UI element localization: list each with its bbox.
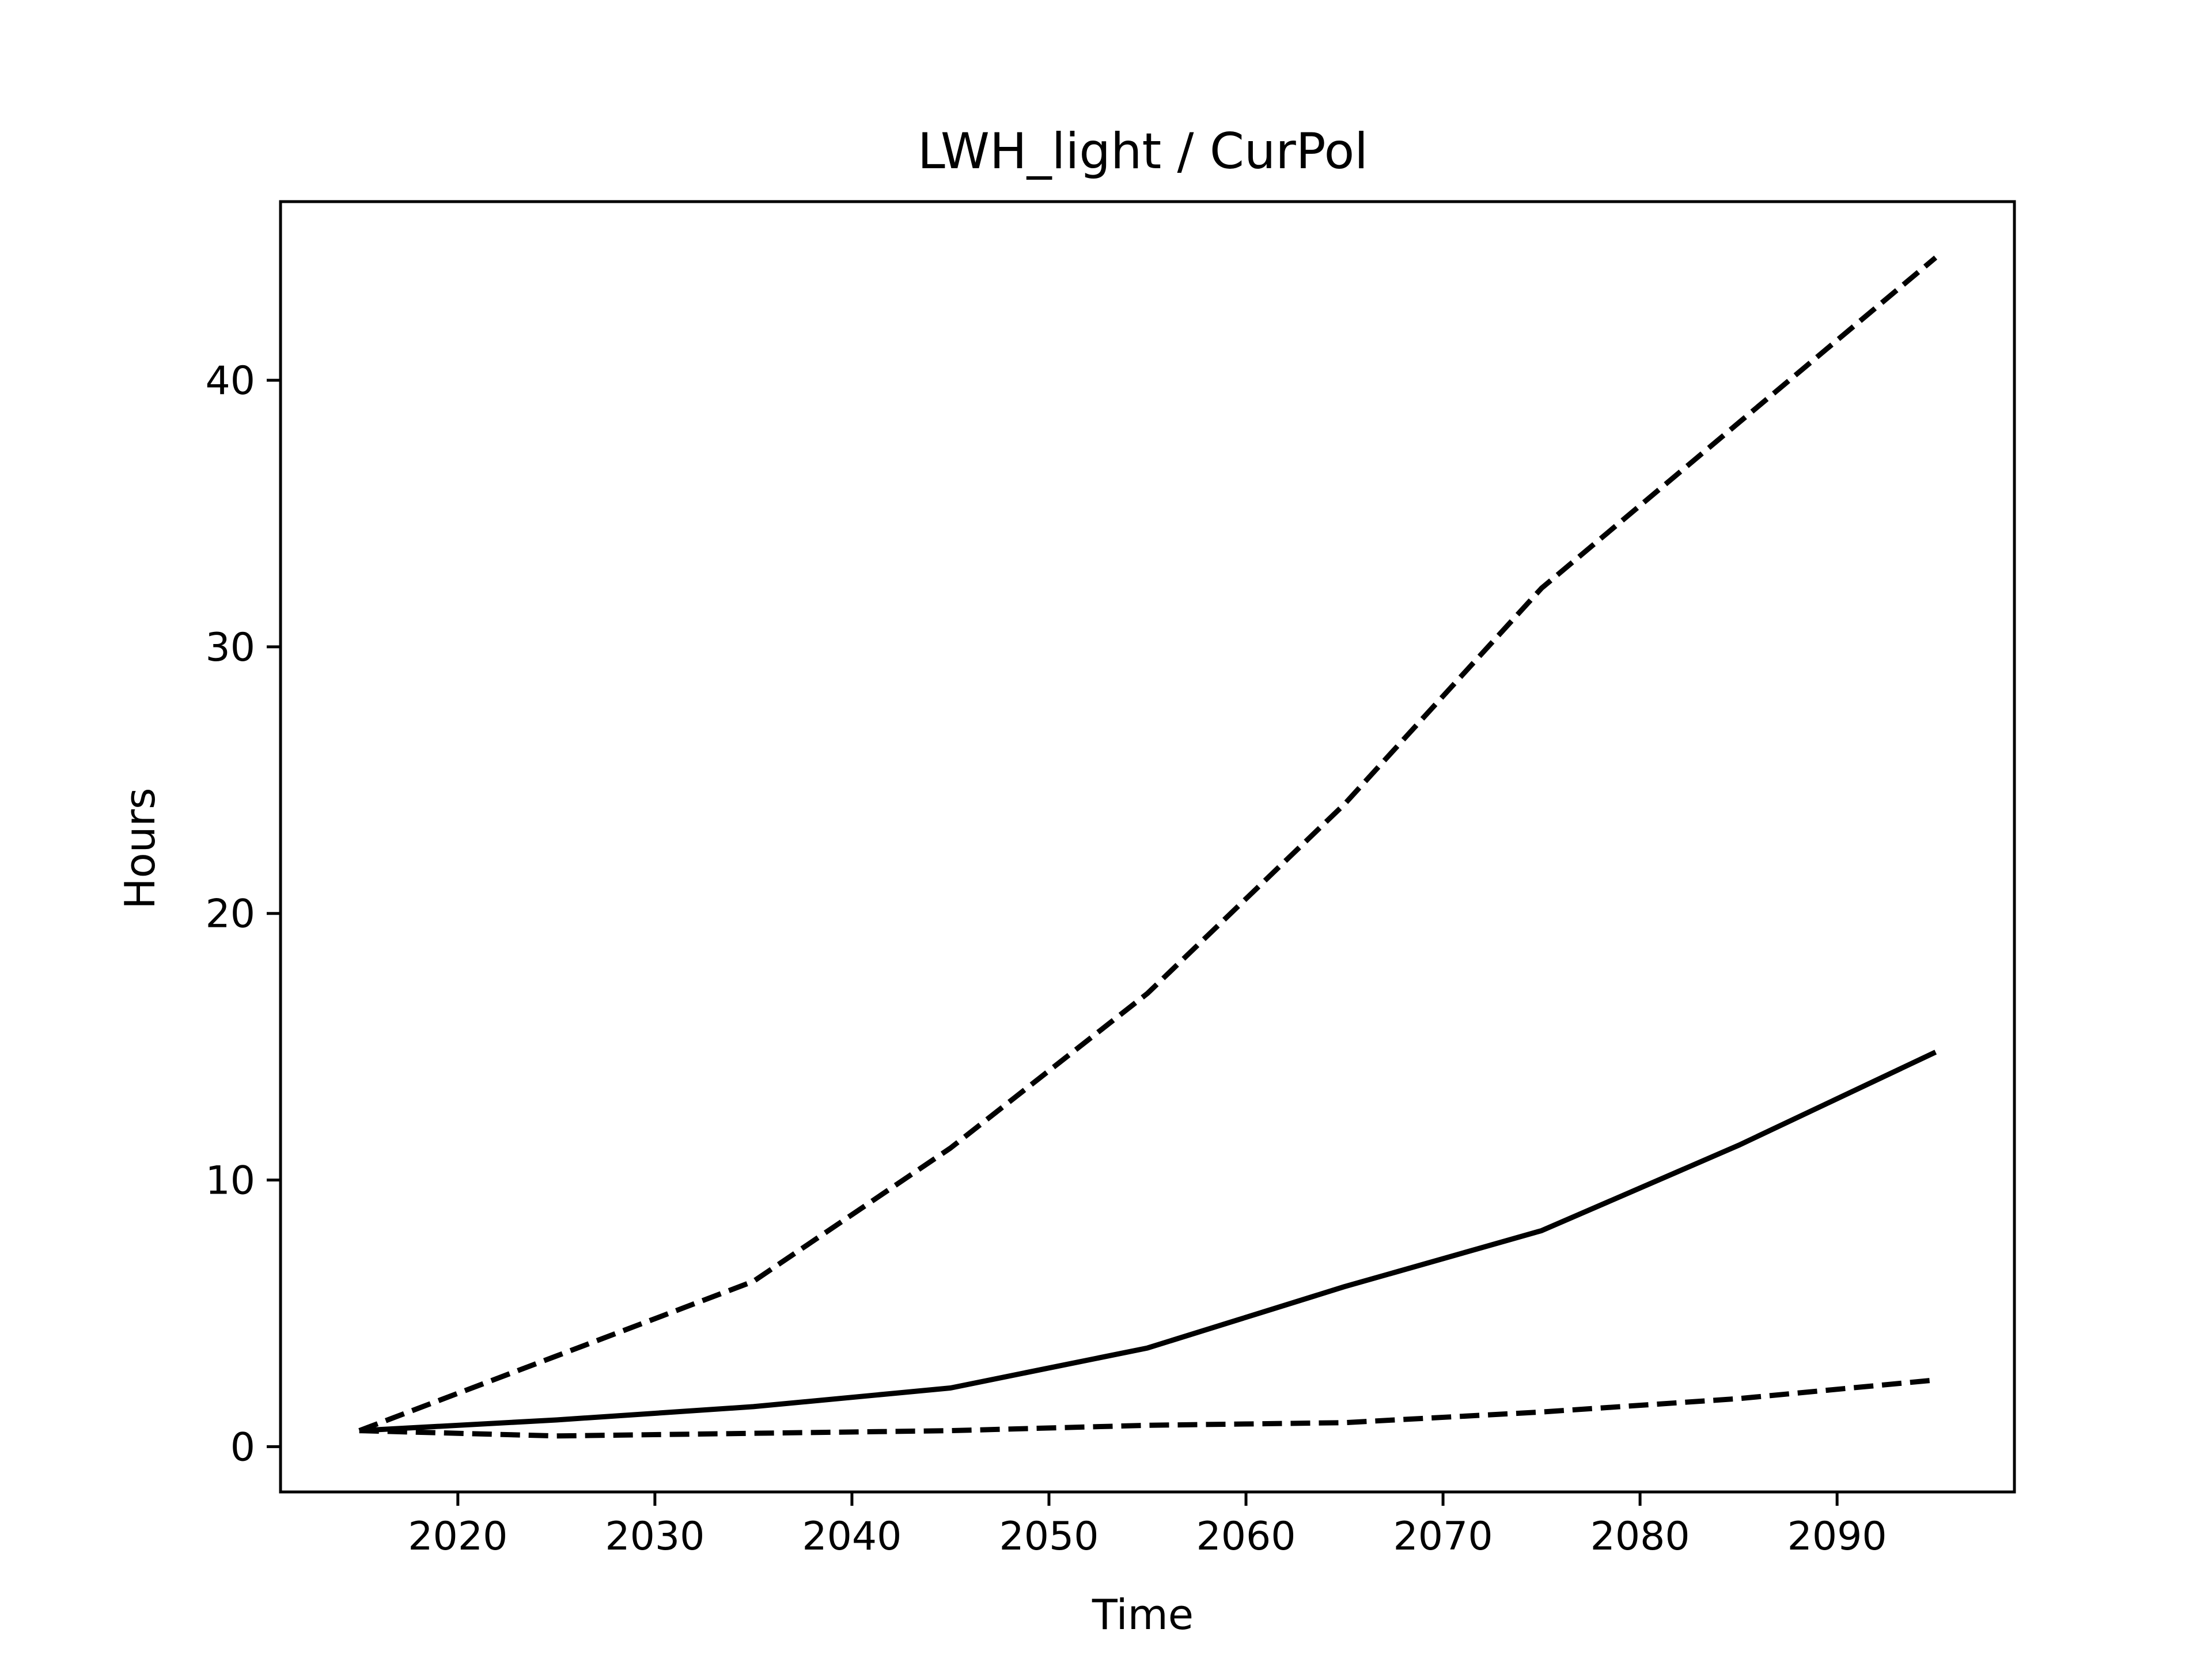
- y-tick-label: 20: [205, 892, 255, 937]
- x-tick-label: 2020: [408, 1514, 507, 1559]
- plot-area: [279, 200, 2016, 1494]
- x-tick-label: 2090: [1787, 1514, 1887, 1559]
- series-line-3: [359, 1377, 1936, 1439]
- y-tick-label: 40: [205, 358, 255, 404]
- y-tick-label: 30: [205, 625, 255, 671]
- y-tick-label: 0: [230, 1425, 255, 1470]
- y-axis: 0 10 20 30 40: [205, 358, 281, 1470]
- x-axis-title: Time: [1092, 1590, 1194, 1639]
- y-axis-title: Hours: [116, 788, 164, 910]
- x-tick-label: 2070: [1393, 1514, 1493, 1559]
- x-tick-label: 2040: [802, 1514, 902, 1559]
- x-tick-label: 2030: [605, 1514, 704, 1559]
- x-tick-label: 2060: [1196, 1514, 1296, 1559]
- x-tick-label: 2080: [1590, 1514, 1690, 1559]
- series-layer: [358, 255, 1938, 1439]
- x-axis: 2020 2030 2040 2050 2060 2070 2080 2090: [408, 1492, 1887, 1559]
- x-tick-label: 2050: [999, 1514, 1099, 1559]
- series-line-1: [358, 255, 1938, 1433]
- plot-frame: [279, 200, 2016, 1494]
- series-line-2: [359, 1050, 1937, 1434]
- y-tick-label: 10: [205, 1158, 255, 1204]
- chart-title: LWH_light / CurPol: [918, 123, 1368, 180]
